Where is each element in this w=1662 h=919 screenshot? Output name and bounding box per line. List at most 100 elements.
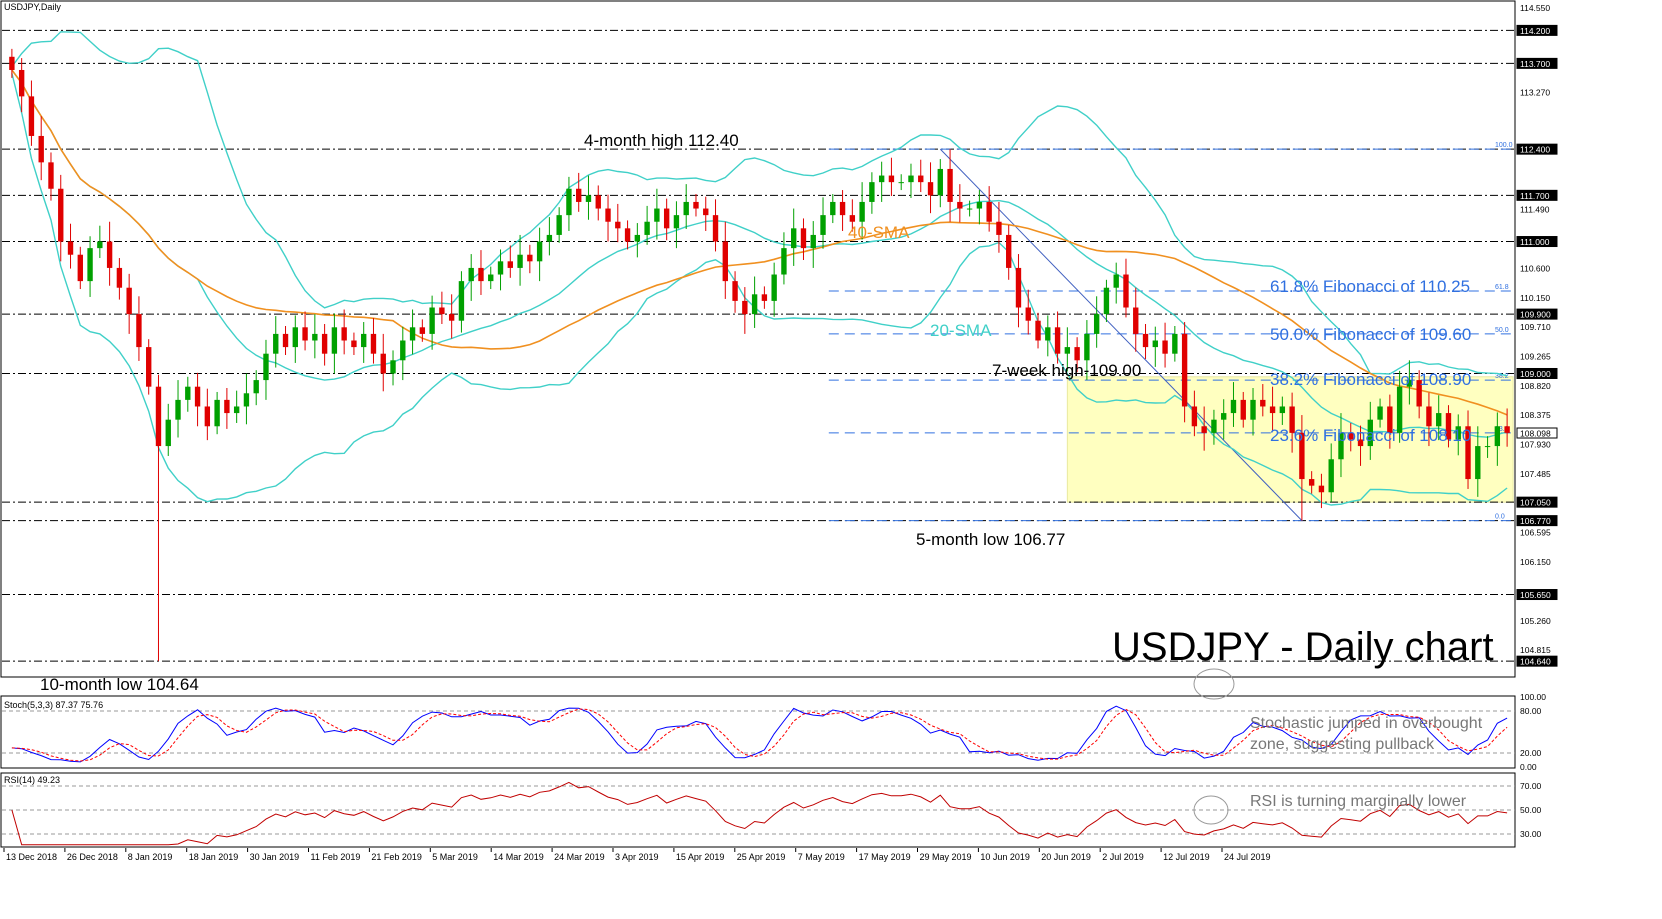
price-tag-bg-2 [1516,57,1558,69]
candle-body [1387,406,1393,433]
candle [644,205,650,245]
price-tick-5: 111.700 [1520,191,1550,201]
candle [292,315,298,363]
candle [1074,337,1080,373]
price-tick-2: 113.700 [1520,59,1550,69]
price-tick-12: 109.265 [1520,352,1551,362]
candle [1250,388,1256,436]
candle [1093,296,1100,348]
candle-body [791,228,797,249]
candle-body [634,234,641,242]
annotation-7-week-high: 7-week high-109.00 [992,361,1141,380]
candle [1289,392,1295,453]
candle [712,199,719,252]
candle [546,217,553,256]
candle [48,152,54,201]
candle-body [1494,426,1501,447]
candle-body [1133,307,1139,334]
candle-body [830,201,836,216]
candle-body [116,267,123,288]
candle [1103,279,1110,323]
sma40-label: 40-SMA [848,223,910,242]
date-tick-14: 17 May 2019 [859,852,911,862]
candle-body [576,188,582,202]
candle-body [1308,479,1315,486]
candle [1504,408,1510,447]
price-tick-3: 113.270 [1520,87,1550,97]
candle [341,309,347,355]
candle-body [869,182,875,202]
candle-body [644,221,650,235]
price-tag-bg-26 [1516,655,1558,667]
candle-body [937,168,943,196]
candle-body [1025,307,1031,321]
price-tick-19: 107.050 [1520,498,1551,508]
date-tick-3: 18 Jan 2019 [189,852,239,862]
candle [400,326,406,381]
candle [351,332,357,356]
candle-body [106,241,113,268]
candle-body [976,201,983,209]
candle [1191,390,1198,437]
candle-body [175,399,181,420]
candle-body [1221,413,1227,420]
candle [380,333,386,392]
candle [663,198,670,241]
candle-body [419,327,426,334]
candle-body [1211,419,1217,433]
candle [1465,410,1471,489]
candle [791,208,797,266]
candle [1211,409,1217,445]
candle-body [908,175,914,183]
candle [97,225,103,259]
candle-body [1181,333,1188,407]
candle [1396,370,1403,443]
rsi-tick-0: 70.00 [1520,781,1542,791]
price-tick-23: 105.650 [1520,590,1551,600]
price-tick-11: 109.710 [1520,322,1551,332]
candle [18,58,25,113]
candle-body [1035,320,1041,341]
stoch-tick-1: 80.00 [1520,706,1542,716]
candle [722,221,728,299]
fib-ratio-0: 100.0 [1495,142,1513,149]
candle [321,324,328,366]
candle-body [595,195,601,209]
candle-body [243,393,250,407]
candle-body [1504,426,1510,433]
candle [576,172,582,212]
rsi-label: RSI(14) 49.23 [4,775,60,785]
candle [87,236,93,297]
candle [1367,401,1373,460]
candle-body [468,267,474,282]
candle [1436,395,1442,441]
candle-body [507,261,513,268]
main-panel-frame [0,0,1516,678]
candle [634,223,641,258]
candle [361,322,367,363]
candle-body [712,215,719,242]
stochastic-note-line2: zone, suggesting pullback [1250,736,1435,753]
candle-body [448,314,455,321]
candle [1054,311,1061,364]
candle [908,163,914,198]
price-tick-1: 114.200 [1520,26,1550,36]
candle [106,221,113,286]
fib-label-61-8: 61.8% Fibonacci of 110.25 [1270,277,1470,296]
candle [1455,414,1461,456]
candle [1221,399,1227,440]
candle [1006,225,1012,280]
candle-body [1045,327,1051,341]
candle [370,318,377,364]
candle [976,190,983,225]
stochastic-d-line [11,708,1508,762]
price-tag-bg-16 [1516,427,1558,439]
candle-body [742,300,748,315]
candle [947,149,953,222]
candle-body [1064,347,1071,354]
fib-ratio-2: 50.0 [1495,327,1509,334]
candle-body [1484,446,1491,448]
stoch-tick-3: 0.00 [1520,762,1537,772]
date-tick-17: 20 Jun 2019 [1041,852,1091,862]
candle-body [996,221,1002,235]
